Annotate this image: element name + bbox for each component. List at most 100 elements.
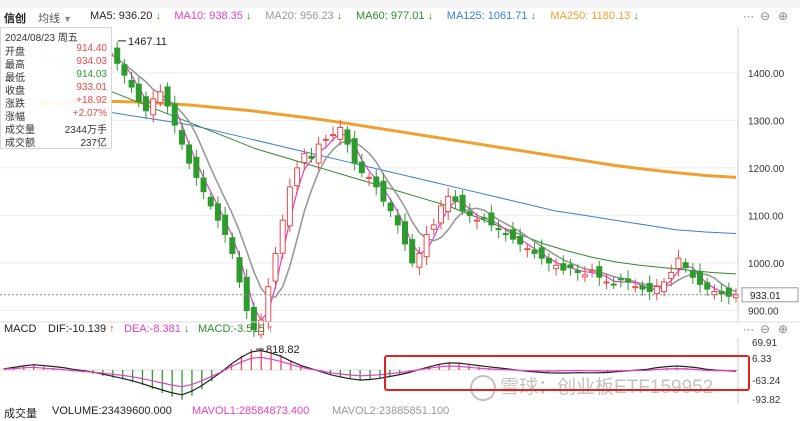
candle-body (394, 215, 401, 226)
ma-line-ma125 (39, 100, 737, 234)
main-grid (0, 72, 738, 311)
candle-body (610, 283, 617, 286)
macd-dea-line (3, 356, 737, 388)
watermark: 雪球：创业板ETF159952 (470, 372, 713, 401)
tooltip-value: +18.92 (76, 95, 107, 106)
candle-body (128, 79, 135, 88)
candle-body (639, 285, 646, 290)
ma-legend-item: MA10: 938.35 ↓ (174, 10, 252, 22)
candle-body (121, 64, 128, 76)
candle-body (358, 161, 365, 174)
candle-body (596, 266, 603, 278)
stock-title: 信创 (4, 13, 26, 25)
volume-header: 成交量 VOLUME:23439600.000 MAVOL1:28584873.… (0, 405, 800, 420)
candle-body (186, 144, 193, 164)
candle-body (243, 277, 250, 311)
mavol1-value: MAVOL1:28584873.400 (192, 405, 310, 417)
candle-body (337, 126, 344, 140)
candle-body (445, 195, 452, 212)
candle-body (294, 167, 301, 187)
tooltip-value: +2.07% (72, 108, 107, 119)
tooltip-row: 最低 914.03 (5, 69, 107, 84)
candle-body (560, 263, 567, 271)
macd-dif: DIF:-10.139 ↑ (48, 323, 115, 335)
volume-title: 成交量 (4, 408, 37, 420)
current-price-label: 933.01 (750, 291, 781, 302)
tooltip-value: 914.40 (76, 43, 107, 54)
tooltip-row: 涨幅 +2.07% (5, 108, 107, 123)
candle-body (416, 252, 423, 268)
candle-body (157, 91, 164, 103)
candle-body (632, 286, 639, 289)
chevron-down-icon: ▼ (63, 14, 72, 24)
candle-body (236, 257, 243, 283)
current-price-box (741, 287, 799, 303)
zoom-out-icon[interactable]: ⊖ (760, 9, 771, 23)
tooltip-value: 914.03 (76, 69, 107, 80)
tooltip-value: 237亿 (80, 138, 107, 149)
more-icon[interactable]: ⋯ (743, 11, 754, 23)
tooltip-row: 成交量 2344万手 (5, 121, 107, 136)
tooltip-row: 涨跌 +18.92 (5, 95, 107, 110)
macd-more-icon[interactable]: ⋯ (743, 324, 754, 336)
macd-value: MACD:-3.515 ↑ (198, 323, 274, 335)
highlight-box (384, 355, 750, 391)
candle-body (675, 257, 682, 269)
candle-body (150, 98, 157, 116)
candle-body (625, 278, 632, 283)
macd-zoom-in-icon[interactable]: ⊕ (778, 322, 789, 336)
candle-body (265, 286, 272, 323)
ma-arrow: ↓ (530, 10, 537, 22)
mode-label: 均线 (38, 13, 60, 25)
candle-body (135, 83, 142, 102)
zoom-in-icon[interactable]: ⊕ (778, 9, 789, 23)
candle-body (495, 228, 502, 231)
macd-zoom-out-icon[interactable]: ⊖ (760, 322, 771, 336)
toolbar-strip (0, 0, 800, 8)
candle-body (229, 237, 236, 254)
macd-dea: DEA:-8.381 ↓ (124, 323, 190, 335)
candle-body (538, 247, 545, 259)
candle-body (380, 180, 387, 202)
tooltip-key: 成交额 (5, 138, 35, 149)
candle-body (574, 270, 581, 273)
candle-body (704, 282, 711, 290)
price-tick-label: 1200.00 (748, 164, 785, 175)
ma-line-ma10 (109, 53, 737, 322)
mode-select[interactable]: 均线 ▼ (38, 10, 72, 26)
tooltip-row: 收盘 933.01 (5, 82, 107, 97)
candle-body (373, 176, 380, 188)
candle-body (581, 274, 588, 278)
candle-body (193, 156, 200, 178)
tooltip-key: 收盘 (5, 86, 25, 97)
candle-body (178, 130, 185, 145)
candle-body (603, 281, 610, 284)
candle-body (682, 262, 689, 269)
ma-legend-item: MA20: 956.23 ↓ (265, 10, 343, 22)
candle-body (502, 233, 509, 236)
candle-body (351, 138, 358, 164)
ohlc-tooltip: 2024/08/23 周五 开盘 914.40 最高 934.03 最低 914.03 收盘… (0, 27, 112, 149)
tooltip-key: 涨跌 (5, 99, 25, 110)
macd-axis: 69.91 6.33 -63.24 -93.82 (0, 321, 800, 406)
candle-body (250, 306, 257, 331)
ma-legend-item: MA5: 936.20 ↓ (90, 10, 161, 22)
extreme-annotation: 818.82 (266, 344, 300, 356)
candle-body (366, 176, 373, 179)
snowball-logo-icon (470, 374, 496, 401)
candle-body (258, 319, 265, 336)
price-axis: 900.00 1000.00 1100.00 1200.00 1300.00 1400.0… (0, 27, 799, 322)
macd-area (0, 347, 738, 400)
macd-tick-label: -93.82 (752, 395, 781, 406)
macd-tick-label: 6.33 (752, 354, 772, 365)
candle-body (207, 196, 214, 207)
tooltip-value: 2344万手 (64, 125, 107, 136)
price-tick-label: 900.00 (748, 306, 779, 317)
candle-body (286, 186, 293, 227)
candle-body (718, 291, 725, 295)
candle-body (322, 138, 329, 141)
candle-body (330, 134, 337, 137)
price-tick-label: 1000.00 (748, 259, 785, 270)
candle-body (301, 153, 308, 164)
